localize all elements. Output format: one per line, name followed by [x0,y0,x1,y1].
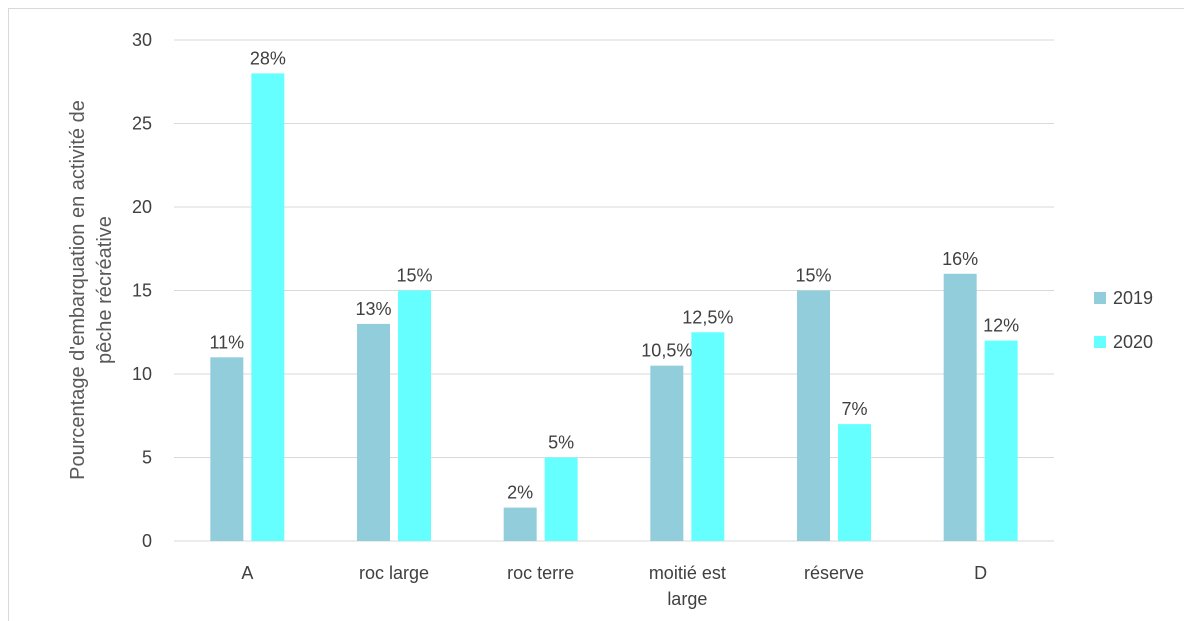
data-label: 16% [942,249,978,269]
y-tick-label: 0 [142,531,152,551]
bar-2020 [984,340,1018,541]
y-axis-title: Pourcentage d'embarquation en activité d… [67,100,116,480]
data-label: 15% [795,266,831,286]
bar-2019 [650,365,684,541]
bar-2019 [503,507,537,541]
bar-2019 [797,290,830,541]
legend-label-2020: 2020 [1113,332,1153,352]
bar-2020 [251,73,285,542]
x-tick-label: roc large [359,563,429,583]
y-tick-label: 5 [142,448,152,468]
legend-swatch-2020 [1094,336,1106,348]
data-label: 15% [396,266,432,286]
x-tick-label: réserve [804,563,864,583]
y-tick-label: 10 [132,364,152,384]
data-label: 7% [841,399,867,419]
data-label: 2% [507,483,533,503]
data-label: 13% [355,299,391,319]
bar-2019 [357,323,390,541]
data-label: 10,5% [641,341,692,361]
x-tick-label: D [974,563,987,583]
bar-2019 [210,357,244,541]
y-tick-label: 20 [132,197,152,217]
y-tick-label: 15 [132,281,152,301]
y-tick-labels: 0 5 10 15 20 25 30 [132,30,152,551]
x-tick-label: moitié est large [649,563,726,609]
bars [210,73,1018,542]
x-tick-label: A [241,563,253,583]
data-labels: 11%28%13%15%2%5%10,5%12,5%15%7%16%12% [209,48,1019,502]
chart-frame [8,8,1184,621]
legend-label-2019: 2019 [1113,288,1153,308]
y-tick-label: 25 [132,114,152,134]
bar-2020 [544,457,578,541]
bar-2019 [943,273,977,541]
bar-2020 [691,332,725,541]
data-label: 5% [548,433,574,453]
y-tick-label: 30 [132,30,152,50]
legend: 2019 2020 [1094,288,1153,352]
bar-2020 [838,424,871,541]
bar-2020 [398,290,431,541]
data-label: 11% [209,332,244,352]
data-label: 12% [983,316,1019,336]
grid-lines [174,39,1054,542]
x-tick-label: roc terre [507,563,574,583]
data-label: 28% [250,48,286,68]
data-label: 12,5% [682,307,733,327]
legend-swatch-2019 [1094,292,1106,304]
